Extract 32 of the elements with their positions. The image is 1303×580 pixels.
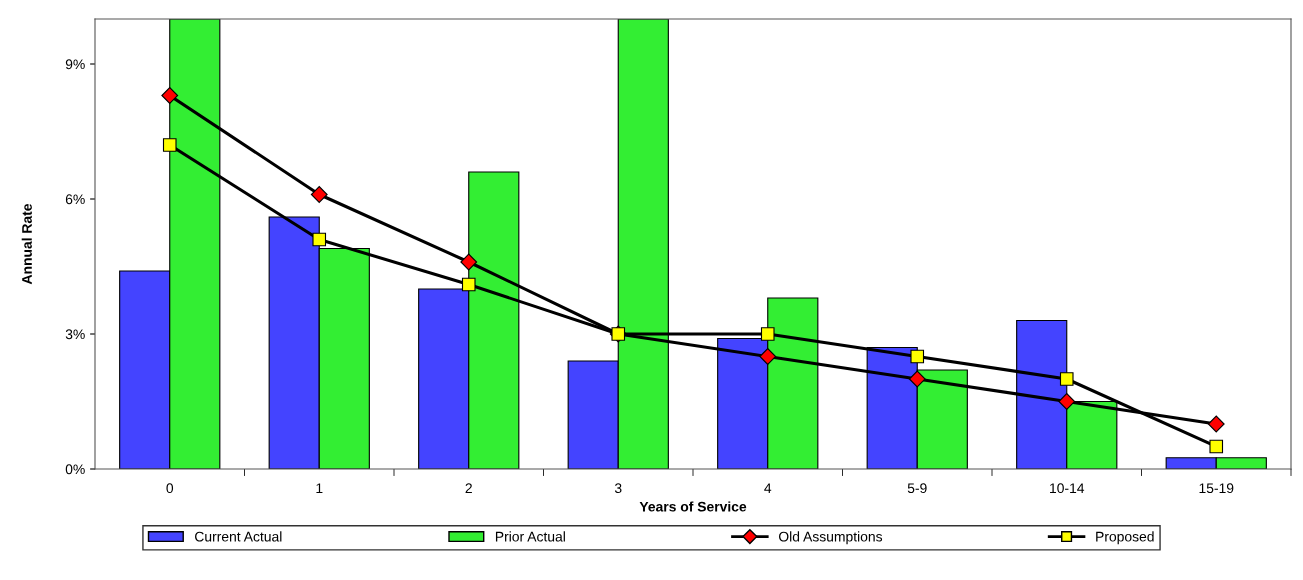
x-tick-label: 3 bbox=[614, 483, 622, 494]
y-tick-label: 0% bbox=[65, 464, 85, 475]
point bbox=[461, 277, 476, 292]
x-tick-label: 4 bbox=[764, 483, 772, 493]
point bbox=[1058, 393, 1076, 410]
point bbox=[759, 348, 777, 365]
y-tick-label: 3% bbox=[65, 329, 85, 340]
x-tick-label: 5-9 bbox=[907, 483, 927, 494]
legend-label: Current Actual bbox=[195, 531, 282, 542]
point bbox=[1207, 415, 1225, 433]
point bbox=[312, 232, 327, 247]
y-tick-label: 9% bbox=[65, 59, 85, 70]
point bbox=[310, 186, 328, 203]
legend-label: Prior Actual bbox=[495, 531, 565, 542]
point bbox=[760, 327, 775, 341]
y-axis-title: Annual Rate bbox=[21, 203, 32, 285]
point bbox=[460, 253, 478, 271]
x-tick-label: 10-14 bbox=[1050, 483, 1085, 494]
legend-label: Proposed bbox=[1096, 531, 1154, 545]
point bbox=[908, 370, 926, 388]
point bbox=[161, 87, 179, 104]
x-tick-label: 2 bbox=[465, 483, 472, 493]
point bbox=[162, 138, 177, 152]
point bbox=[1209, 439, 1224, 454]
y-tick-label: 6% bbox=[65, 194, 85, 205]
point bbox=[910, 349, 925, 364]
legend-label: Old Assumptions bbox=[779, 531, 883, 545]
x-tick-label: 15-19 bbox=[1199, 483, 1234, 494]
x-axis-title: Years of Service bbox=[639, 501, 747, 512]
x-tick-label: 1 bbox=[316, 483, 323, 493]
point bbox=[1059, 372, 1074, 386]
x-tick-label: 0 bbox=[166, 483, 174, 494]
